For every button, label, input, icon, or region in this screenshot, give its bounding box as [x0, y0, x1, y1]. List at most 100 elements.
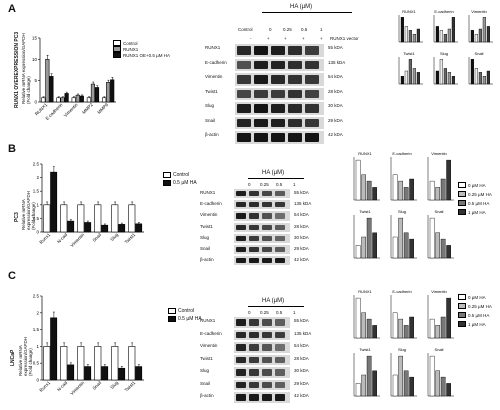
- legend-label: Control: [173, 172, 190, 178]
- blot-band: [275, 202, 285, 208]
- bar: [75, 94, 80, 103]
- densitometry-plot: Snail: [468, 51, 493, 85]
- mini-bar: [451, 76, 455, 85]
- blot-band: [236, 235, 246, 241]
- blot-band: [275, 224, 285, 230]
- panel-b-conc-legend: 0 µM HA 0.25 µM HA 0.5 µM HA 1 µM HA: [458, 182, 492, 218]
- blot-band: [271, 133, 285, 142]
- mini-bar: [435, 187, 441, 201]
- x-tick-label: E-cadherin: [45, 102, 64, 121]
- blot-kda-label: 54 kDA: [294, 212, 309, 218]
- blot-band: [275, 369, 285, 376]
- blot-protein-label: Snail: [200, 246, 211, 251]
- blot-protein-label: β-actin: [200, 257, 214, 263]
- blot-protein-label: β-actin: [205, 132, 219, 137]
- sign-label: +: [267, 36, 270, 41]
- blot-band: [236, 213, 246, 219]
- conc-legend-item: 1 µM HA: [458, 321, 492, 327]
- mini-bar: [366, 217, 372, 259]
- mini-plot-title: RUNX1: [358, 151, 372, 156]
- blot-band: [262, 202, 272, 208]
- bar: [79, 95, 84, 103]
- y-tick-label: 2: [36, 175, 39, 180]
- blot-band: [237, 46, 251, 55]
- legend-label: 1 µM HA: [468, 209, 486, 215]
- blot-band: [271, 89, 285, 98]
- blot-band: [275, 213, 285, 219]
- mini-bar: [361, 174, 367, 201]
- bar: [60, 346, 68, 381]
- mini-bar: [398, 318, 404, 339]
- blot-band: [237, 75, 251, 84]
- blot-kda-label: 42 kDA: [328, 132, 343, 137]
- mini-bar: [409, 316, 415, 339]
- blot-band: [271, 118, 285, 127]
- mini-plot-title: Snail: [475, 51, 484, 56]
- blot-protein-label: Snail: [200, 380, 211, 386]
- conc-label: 0: [269, 27, 272, 32]
- bar: [128, 204, 136, 233]
- blot-band: [262, 247, 272, 253]
- panel-b-ylabel: PC3: [14, 212, 20, 222]
- panel-c-bar-chart: 0 0.5 1 1.5 2 2.5 Runx1 N-cad Vimentin Snail Slug T…: [33, 294, 144, 396]
- legend-swatch: [458, 294, 466, 300]
- blot-protein-label: β-actin: [200, 393, 214, 398]
- blot-kda-label: 55 kDA: [294, 190, 309, 195]
- blot-band: [249, 213, 259, 219]
- y-tick-label: 2.5: [33, 162, 40, 167]
- conc-label: 1: [293, 182, 296, 187]
- panel-label-a: A: [8, 3, 16, 15]
- blot-band: [249, 235, 259, 241]
- bar: [110, 79, 115, 103]
- densitometry-plot: Twist1: [398, 51, 423, 85]
- legend-label: Control: [178, 308, 195, 314]
- mini-bar: [446, 245, 452, 259]
- blot-band: [275, 258, 285, 264]
- mini-bar: [486, 26, 490, 43]
- y-tick-label: 1: [36, 202, 39, 207]
- blot-kda-label: 29 kDA: [328, 117, 343, 123]
- bar: [77, 346, 85, 381]
- legend-swatch: [458, 321, 466, 327]
- mini-bar: [482, 17, 486, 43]
- bar: [60, 97, 65, 103]
- y-tick-label: 0: [34, 100, 37, 105]
- panel-a-blot-title: HA (µM): [290, 4, 313, 10]
- blot-protein-label: E-cadherin: [200, 330, 222, 336]
- conc-legend-item: 0.5 µM HA: [458, 312, 492, 318]
- blot-band: [237, 60, 251, 69]
- sign-label: +: [320, 36, 323, 41]
- blot-band: [275, 191, 285, 197]
- blot-band: [254, 46, 268, 55]
- mini-bar: [372, 232, 378, 259]
- blot-protein-label: Twist1: [205, 88, 218, 94]
- bar: [94, 204, 102, 233]
- blot-band: [271, 60, 285, 69]
- blot-band: [275, 319, 285, 326]
- bar: [71, 97, 76, 103]
- bar: [118, 224, 126, 233]
- x-tick-label: MMP9: [96, 102, 109, 115]
- panel-b-blot-title: HA (µM): [262, 170, 285, 176]
- blot-kda-label: 29 kDA: [294, 246, 309, 251]
- panel-b-bar-chart: 0 0.5 1 1.5 2 2.5 Runx1 N-cad Vimentin Snail Slug T…: [33, 162, 144, 248]
- bar: [101, 224, 109, 233]
- mini-plot-title: E-cadherin: [392, 151, 411, 156]
- conc-label: 0.5: [301, 27, 308, 32]
- bar: [94, 87, 100, 103]
- blot-band: [262, 191, 272, 197]
- conc-label: 0.25: [260, 182, 269, 187]
- blot-band: [288, 89, 302, 98]
- mini-bar: [478, 72, 482, 85]
- panel-a-ylabel: RUNX1 OVEREXPRESSION PC3: [14, 32, 20, 108]
- mini-bar: [447, 28, 451, 43]
- panel-a-ylabel-line1: RUNX1 OVEREXPRESSION PC3: [14, 31, 20, 108]
- x-tick-label: Vimentin: [69, 232, 85, 248]
- densitometry-plot: E-cadherin: [390, 289, 417, 339]
- x-tick-label: Runx1: [38, 380, 51, 393]
- mini-bar: [446, 159, 452, 201]
- bar: [41, 97, 46, 103]
- mini-bar: [482, 76, 486, 85]
- panel-label-c: C: [8, 270, 16, 282]
